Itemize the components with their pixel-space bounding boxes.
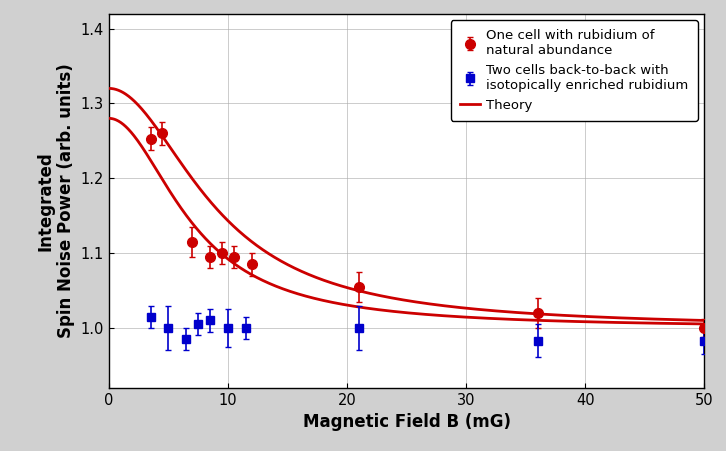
X-axis label: Magnetic Field B (mG): Magnetic Field B (mG) [303,413,510,431]
Y-axis label: Integrated
Spin Noise Power (arb. units): Integrated Spin Noise Power (arb. units) [36,63,75,338]
Legend: One cell with rubidium of
natural abundance, Two cells back-to-back with
isotopi: One cell with rubidium of natural abunda… [451,20,698,121]
